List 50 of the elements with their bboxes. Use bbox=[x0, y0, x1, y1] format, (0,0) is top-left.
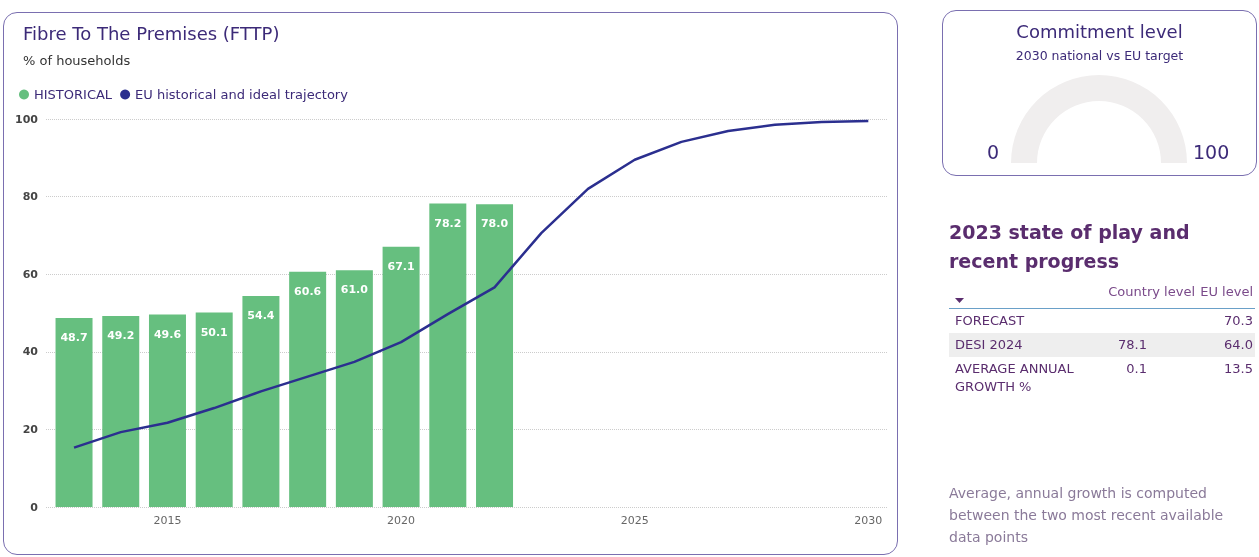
legend-label: EU historical and ideal trajectory bbox=[135, 87, 349, 102]
y-tick-label: 40 bbox=[22, 345, 39, 359]
bar bbox=[289, 271, 327, 507]
bar bbox=[429, 203, 467, 507]
data-label: 49.2 bbox=[107, 329, 135, 343]
data-label: 0.1 bbox=[1126, 360, 1147, 378]
bar bbox=[102, 316, 140, 507]
bar bbox=[335, 270, 373, 507]
text: 2023 state of play and recent progress bbox=[949, 220, 1191, 274]
text: EU level bbox=[1200, 284, 1253, 299]
x-tick-label: 2020 bbox=[387, 514, 416, 527]
text: Country level bbox=[1108, 284, 1195, 299]
y-tick-label: 100 bbox=[15, 112, 39, 126]
x-tick-label: 2025 bbox=[620, 514, 649, 527]
data-label: 78.0 bbox=[480, 217, 509, 231]
y-tick-label: 0 bbox=[30, 500, 39, 514]
bar bbox=[242, 295, 280, 507]
text: Average, annual growth is computed between the two most recent available data points bbox=[949, 484, 1225, 547]
category-label: FORECAST bbox=[955, 312, 1026, 330]
chart-title: Fibre To The Premises (FTTP) bbox=[23, 22, 280, 44]
y-tick-label: 20 bbox=[22, 422, 39, 436]
data-label: 61.0 bbox=[340, 283, 369, 297]
legend-label: HISTORICAL bbox=[34, 87, 113, 102]
data-label: 50.1 bbox=[200, 325, 228, 339]
bar bbox=[382, 246, 420, 507]
text: 2030 national vs EU target bbox=[1014, 48, 1185, 63]
data-label: 67.1 bbox=[387, 259, 415, 273]
text: Commitment level bbox=[1015, 21, 1184, 42]
bar bbox=[55, 318, 93, 507]
bar bbox=[476, 204, 514, 507]
bar bbox=[195, 312, 233, 507]
data-label: 13.5 bbox=[1224, 360, 1253, 378]
bar bbox=[148, 314, 186, 507]
data-label: 64.0 bbox=[1224, 336, 1253, 354]
chart-subtitle: % of households bbox=[23, 53, 131, 68]
data-label: 60.6 bbox=[294, 284, 322, 298]
x-tick-label: 2030 bbox=[854, 514, 883, 527]
data-label: 78.2 bbox=[434, 216, 462, 230]
text: 100 bbox=[1193, 141, 1230, 163]
data-label: 49.6 bbox=[153, 327, 182, 341]
data-label: 70.3 bbox=[1224, 312, 1253, 330]
data-label: 78.1 bbox=[1118, 336, 1147, 354]
y-tick-label: 80 bbox=[22, 190, 39, 204]
category-label: DESI 2024 bbox=[955, 336, 1024, 354]
data-label: 48.7 bbox=[60, 331, 88, 345]
y-tick-label: 60 bbox=[22, 267, 39, 281]
data-label: 54.4 bbox=[247, 308, 275, 322]
category-label: AVERAGE ANNUAL GROWTH % bbox=[955, 360, 1075, 396]
text: 0 bbox=[987, 141, 1000, 163]
x-tick-label: 2015 bbox=[153, 514, 182, 527]
